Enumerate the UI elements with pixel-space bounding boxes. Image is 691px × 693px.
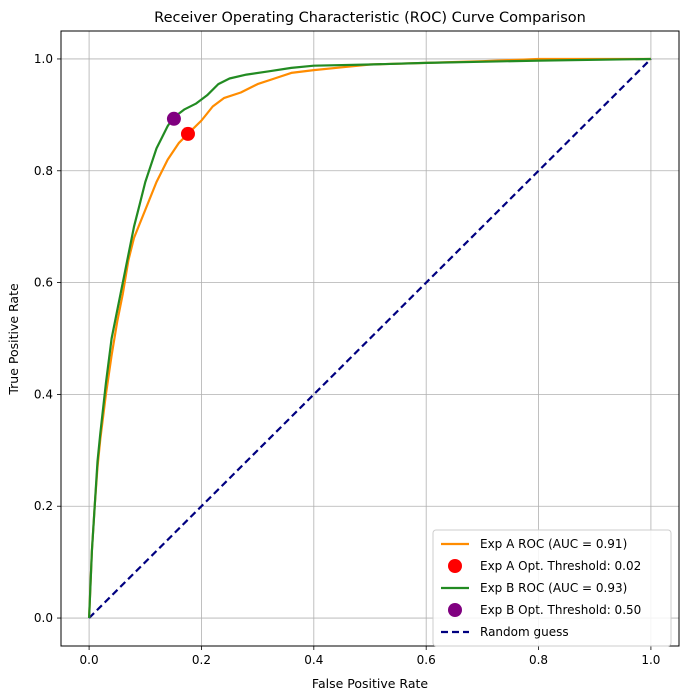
y-tick-label: 1.0 (34, 52, 53, 66)
y-tick-label: 0.4 (34, 387, 53, 401)
x-tick-label: 0.4 (304, 653, 323, 667)
legend-label: Exp B Opt. Threshold: 0.50 (480, 603, 641, 617)
threshold-point (166, 111, 181, 126)
chart-title: Receiver Operating Characteristic (ROC) … (154, 10, 586, 26)
legend-label: Exp A ROC (AUC = 0.91) (480, 537, 627, 551)
legend-box (432, 529, 672, 647)
x-tick-label: 1.0 (641, 653, 660, 667)
plot-series (88, 57, 652, 619)
legend: Exp A ROC (AUC = 0.91) Exp A Opt. Thresho… (432, 529, 672, 647)
axis-ticks: 0.0 0.2 0.4 0.6 0.8 1.0 0.0 0.2 0.4 0.6 0.8 1.0 (34, 52, 661, 667)
x-tick-label: 0.0 (80, 653, 99, 667)
roc-curve (88, 57, 651, 619)
x-tick-label: 0.2 (192, 653, 211, 667)
y-tick-label: 0.8 (34, 164, 53, 178)
legend-label: Exp B ROC (AUC = 0.93) (480, 581, 627, 595)
grid (61, 31, 679, 646)
plot-frame (60, 30, 680, 647)
random-guess-line (88, 58, 652, 619)
x-tick-label: 0.6 (417, 653, 436, 667)
legend-marker (448, 603, 462, 617)
y-tick-label: 0.0 (34, 611, 53, 625)
y-tick-label: 0.2 (34, 499, 53, 513)
legend-label: Random guess (480, 625, 569, 639)
threshold-point (180, 126, 195, 141)
x-axis-label: False Positive Rate (312, 676, 428, 691)
legend-marker (448, 559, 462, 573)
legend-label: Exp A Opt. Threshold: 0.02 (480, 559, 641, 573)
y-tick-label: 0.6 (34, 276, 53, 290)
x-tick-label: 0.8 (529, 653, 548, 667)
y-axis-label: True Positive Rate (6, 283, 21, 396)
